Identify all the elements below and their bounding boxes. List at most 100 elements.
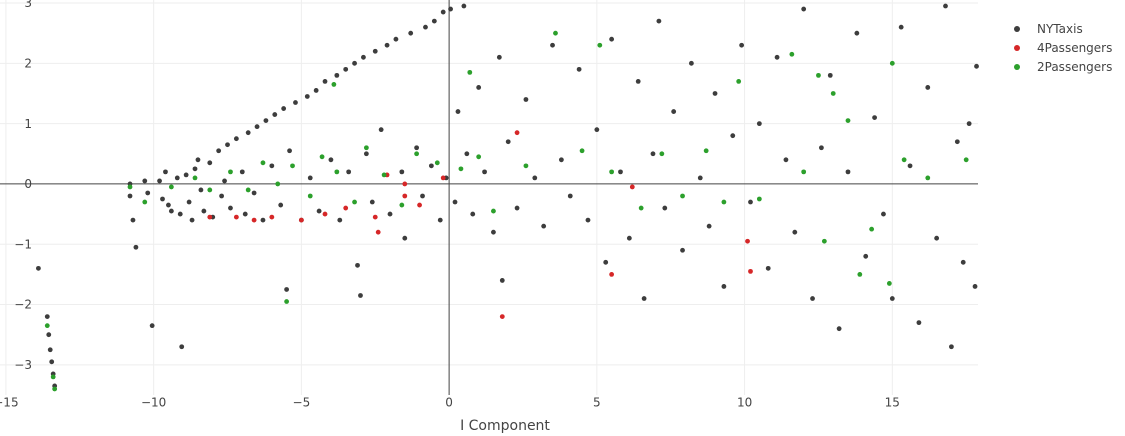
data-point bbox=[166, 202, 171, 208]
data-point bbox=[721, 284, 727, 289]
data-point bbox=[792, 229, 798, 235]
data-point bbox=[756, 196, 762, 202]
data-point bbox=[328, 157, 334, 163]
data-point bbox=[408, 30, 414, 36]
data-point bbox=[650, 151, 656, 157]
data-point bbox=[192, 175, 198, 181]
data-point bbox=[420, 193, 425, 199]
data-point bbox=[656, 18, 662, 24]
data-point bbox=[774, 54, 780, 60]
data-point bbox=[50, 374, 56, 380]
data-point bbox=[431, 18, 437, 24]
x-axis-title: I Component bbox=[460, 418, 550, 434]
data-point bbox=[816, 72, 821, 78]
y-tick-label: −3 bbox=[14, 358, 32, 372]
data-point bbox=[177, 211, 183, 217]
data-point bbox=[168, 184, 174, 190]
data-point bbox=[133, 244, 139, 250]
data-point bbox=[142, 199, 148, 205]
data-point bbox=[402, 235, 408, 241]
legend-item-2Passengers[interactable]: 2Passengers bbox=[1014, 60, 1112, 74]
data-point bbox=[287, 148, 292, 154]
data-point bbox=[207, 187, 213, 193]
data-point bbox=[290, 163, 295, 169]
y-tick-label: −1 bbox=[14, 237, 32, 251]
data-point bbox=[597, 42, 603, 48]
data-point bbox=[461, 3, 467, 9]
data-point bbox=[830, 91, 836, 96]
data-point bbox=[697, 175, 703, 181]
data-point bbox=[898, 24, 904, 30]
data-points bbox=[36, 3, 979, 392]
data-point bbox=[845, 118, 851, 124]
data-point bbox=[275, 181, 281, 187]
legend-item-NYTaxis[interactable]: NYTaxis bbox=[1014, 22, 1083, 36]
data-point bbox=[381, 172, 387, 178]
data-point bbox=[216, 148, 222, 154]
data-point bbox=[901, 157, 907, 163]
data-point bbox=[934, 235, 940, 241]
data-point bbox=[712, 91, 718, 96]
data-point bbox=[553, 30, 558, 36]
data-point bbox=[293, 100, 298, 105]
data-point bbox=[974, 63, 979, 69]
data-point bbox=[662, 205, 668, 211]
data-point bbox=[284, 287, 290, 292]
data-point bbox=[496, 54, 502, 60]
legend[interactable]: NYTaxis 4Passengers 2Passengers bbox=[1014, 22, 1112, 74]
legend-label: 4Passengers bbox=[1037, 41, 1112, 55]
data-point bbox=[532, 175, 538, 181]
data-point bbox=[222, 178, 227, 184]
data-point bbox=[343, 66, 349, 72]
data-point bbox=[703, 148, 709, 154]
legend-label: NYTaxis bbox=[1037, 22, 1083, 36]
data-point bbox=[916, 320, 922, 326]
data-point bbox=[414, 145, 420, 151]
legend-item-4Passengers[interactable]: 4Passengers bbox=[1014, 41, 1112, 55]
series-NYTaxis bbox=[36, 3, 979, 389]
data-point bbox=[130, 217, 136, 223]
data-point bbox=[721, 199, 727, 205]
data-point bbox=[567, 193, 573, 199]
y-tick-label: 3 bbox=[24, 0, 32, 10]
x-tick-label: −10 bbox=[141, 395, 166, 409]
data-point bbox=[437, 217, 443, 223]
data-point bbox=[195, 157, 201, 163]
data-point bbox=[440, 9, 446, 15]
data-point bbox=[160, 196, 165, 202]
data-point bbox=[857, 271, 863, 277]
data-point bbox=[943, 3, 948, 9]
data-point bbox=[219, 193, 225, 199]
data-point bbox=[242, 211, 248, 217]
data-point bbox=[464, 151, 470, 157]
data-point bbox=[609, 36, 615, 42]
data-point bbox=[245, 187, 251, 193]
data-point bbox=[499, 278, 505, 283]
data-point bbox=[638, 205, 644, 211]
data-point bbox=[319, 154, 325, 160]
data-point bbox=[183, 172, 189, 178]
data-point bbox=[192, 166, 198, 172]
data-point bbox=[523, 97, 529, 102]
data-point bbox=[46, 332, 52, 338]
data-point bbox=[44, 314, 50, 320]
data-point bbox=[736, 79, 742, 84]
data-point bbox=[455, 109, 461, 114]
series-4Passengers bbox=[207, 130, 753, 320]
data-point bbox=[579, 148, 585, 154]
y-axis-ticks: −3 −2 −1 0 1 2 3 bbox=[14, 0, 32, 372]
data-point bbox=[609, 271, 615, 277]
data-point bbox=[233, 136, 239, 142]
data-point bbox=[228, 169, 233, 175]
data-point bbox=[313, 88, 319, 93]
legend-marker bbox=[1014, 26, 1020, 32]
data-point bbox=[201, 208, 207, 214]
data-point bbox=[225, 142, 230, 148]
data-point bbox=[260, 160, 266, 166]
zero-lines bbox=[0, 0, 978, 395]
data-point bbox=[448, 6, 453, 12]
data-point bbox=[369, 199, 375, 205]
data-point bbox=[372, 214, 378, 220]
data-point bbox=[127, 184, 133, 190]
data-point bbox=[168, 208, 174, 214]
